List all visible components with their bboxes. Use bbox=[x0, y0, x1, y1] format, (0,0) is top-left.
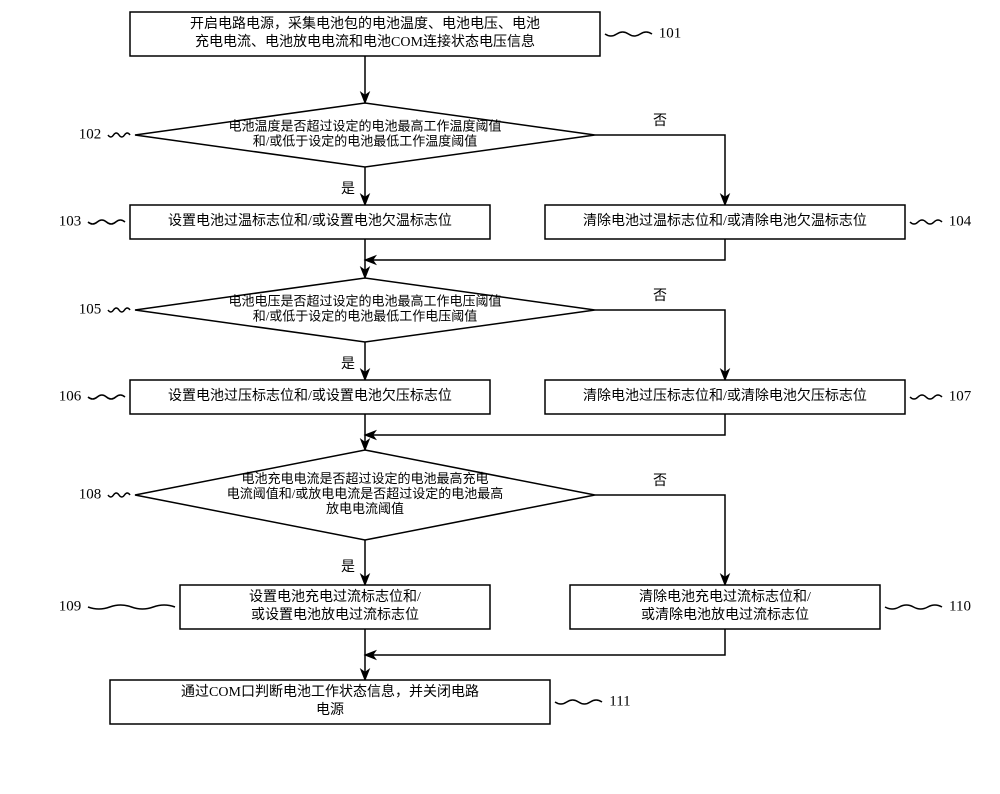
reference-number: 105 bbox=[79, 301, 102, 317]
decision-diamond-text: 电池电压是否超过设定的电池最高工作电压阈值和/或低于设定的电池最低工作电压阈值 bbox=[228, 293, 501, 323]
flow-edge bbox=[595, 495, 725, 585]
process-box-text: 设置电池过温标志位和/或设置电池欠温标志位 bbox=[168, 213, 452, 229]
reference-number: 104 bbox=[949, 213, 972, 229]
flow-edge bbox=[365, 414, 725, 435]
reference-number: 102 bbox=[79, 126, 102, 142]
process-box-text: 清除电池过压标志位和/或清除电池欠压标志位 bbox=[583, 388, 867, 404]
decision-diamond-text: 电池温度是否超过设定的电池最高工作温度阈值和/或低于设定的电池最低工作温度阈值 bbox=[228, 118, 501, 148]
reference-number: 108 bbox=[79, 486, 102, 502]
edge-label: 是 bbox=[341, 182, 355, 197]
flow-edge bbox=[365, 629, 725, 655]
reference-number: 101 bbox=[659, 25, 682, 41]
reference-number: 111 bbox=[609, 693, 630, 709]
reference-number: 106 bbox=[59, 388, 82, 404]
process-box-text: 设置电池过压标志位和/或设置电池欠压标志位 bbox=[168, 388, 452, 404]
flowchart-canvas: 是否是否是否开启电路电源，采集电池包的电池温度、电池电压、电池充电电流、电池放电… bbox=[0, 0, 1000, 794]
edge-label: 否 bbox=[653, 474, 667, 489]
flow-edge bbox=[595, 135, 725, 205]
edge-label: 是 bbox=[341, 357, 355, 372]
reference-number: 107 bbox=[949, 388, 972, 404]
reference-number: 103 bbox=[59, 213, 82, 229]
reference-number: 109 bbox=[59, 598, 82, 614]
flow-edge bbox=[365, 239, 725, 260]
process-box-text: 清除电池过温标志位和/或清除电池欠温标志位 bbox=[583, 213, 867, 229]
flow-edge bbox=[595, 310, 725, 380]
edge-label: 否 bbox=[653, 114, 667, 129]
edge-label: 是 bbox=[341, 560, 355, 575]
edge-label: 否 bbox=[653, 289, 667, 304]
reference-number: 110 bbox=[949, 598, 971, 614]
